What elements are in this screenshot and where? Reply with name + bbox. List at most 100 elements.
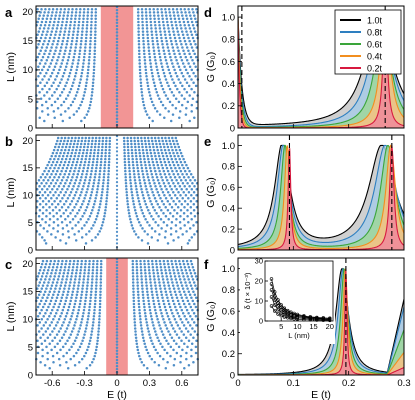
- data-point: [65, 81, 68, 84]
- data-point: [166, 209, 170, 212]
- data-point: [77, 84, 81, 88]
- data-point: [100, 224, 104, 227]
- data-point: [86, 166, 90, 170]
- data-point: [115, 328, 119, 331]
- data-point: [41, 354, 44, 358]
- data-point: [145, 78, 149, 81]
- data-point: [41, 272, 45, 275]
- data-point: [48, 218, 52, 221]
- data-point: [84, 157, 87, 161]
- data-point: [164, 206, 167, 209]
- data-point: [147, 330, 150, 333]
- data-point: [134, 154, 138, 158]
- data-point: [131, 265, 135, 269]
- data-point: [146, 154, 149, 158]
- data-point: [65, 178, 68, 182]
- data-point: [189, 259, 193, 263]
- data-point: [167, 27, 170, 30]
- data-point: [92, 224, 95, 227]
- data-point: [151, 175, 154, 179]
- data-point: [149, 314, 153, 318]
- data-point: [71, 227, 74, 230]
- data-point: [60, 43, 64, 46]
- data-point: [92, 71, 96, 75]
- data-point: [79, 324, 82, 327]
- data-point: [176, 206, 180, 209]
- data-point: [191, 175, 195, 179]
- data-point: [39, 224, 42, 227]
- data-point: [45, 215, 48, 218]
- data-point: [159, 30, 162, 33]
- data-point: [122, 139, 126, 143]
- data-point: [173, 330, 177, 333]
- data-point: [160, 272, 164, 275]
- data-point: [48, 367, 51, 370]
- data-point: [78, 166, 81, 170]
- data-point: [128, 166, 131, 170]
- data-point: [115, 227, 119, 230]
- inset-y-axis-label: δ (t × 10⁻³): [243, 272, 252, 309]
- data-point: [195, 324, 198, 327]
- data-point: [75, 336, 78, 339]
- data-point: [139, 262, 142, 266]
- data-point: [188, 119, 191, 123]
- data-point: [78, 52, 81, 56]
- data-point: [105, 139, 108, 143]
- data-point: [144, 11, 148, 14]
- data-point: [161, 103, 165, 107]
- data-point: [188, 27, 192, 30]
- data-point: [81, 97, 85, 100]
- data-point: [98, 169, 102, 173]
- data-point: [99, 296, 102, 300]
- data-point: [115, 150, 119, 153]
- data-point: [58, 209, 61, 212]
- data-point: [92, 318, 95, 321]
- data-point: [38, 116, 41, 120]
- data-point: [185, 172, 189, 176]
- data-point: [55, 269, 58, 272]
- data-point: [134, 336, 138, 339]
- data-point: [40, 103, 44, 107]
- data-point: [54, 287, 57, 290]
- data-point: [58, 14, 61, 17]
- data-point: [53, 52, 56, 56]
- data-point: [99, 278, 103, 281]
- data-point: [53, 175, 56, 179]
- data-point: [154, 62, 158, 65]
- data-point: [139, 84, 143, 88]
- legend: 1.0t0.8t0.6t0.4t0.2t: [334, 9, 402, 75]
- data-point: [76, 33, 79, 37]
- data-point: [98, 314, 101, 318]
- data-point: [46, 30, 49, 33]
- data-point: [84, 296, 88, 300]
- data-point: [78, 151, 81, 155]
- data-point: [80, 33, 84, 37]
- data-point: [74, 166, 77, 170]
- data-point: [64, 84, 67, 88]
- data-point: [144, 318, 148, 321]
- y-tick-label: 1.0: [222, 12, 235, 23]
- data-point: [79, 163, 82, 167]
- data-point: [71, 187, 74, 191]
- data-point: [142, 339, 146, 342]
- data-point: [52, 55, 55, 59]
- data-point: [133, 178, 137, 182]
- data-point: [51, 27, 54, 30]
- data-point: [137, 305, 141, 309]
- data-point: [60, 281, 63, 284]
- data-point: [56, 148, 60, 152]
- data-point: [85, 190, 88, 194]
- data-point: [46, 68, 50, 72]
- data-point: [191, 299, 195, 303]
- data-point: [184, 43, 188, 46]
- data-point: [76, 262, 79, 266]
- data-point: [163, 91, 166, 94]
- data-point: [72, 327, 75, 330]
- data-point: [115, 154, 119, 157]
- data-point: [53, 314, 57, 318]
- data-point: [140, 209, 143, 212]
- y-axis-label: G (G₀): [205, 301, 217, 332]
- data-point: [115, 309, 119, 313]
- data-point: [141, 290, 144, 293]
- data-point: [192, 62, 196, 65]
